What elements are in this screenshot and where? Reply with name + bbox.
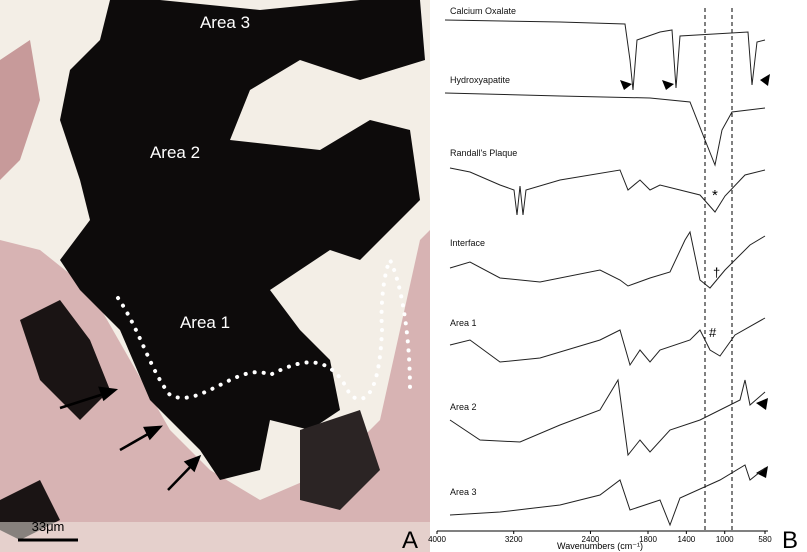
area-label: Area 3 xyxy=(200,13,250,32)
spectrum-name: Area 1 xyxy=(450,318,477,328)
x-tick-label: 1400 xyxy=(677,535,695,544)
symbol: # xyxy=(709,325,717,340)
spectra: Wavenumbers (cm⁻¹) B * † # Calcium Oxala… xyxy=(428,6,798,552)
symbol: * xyxy=(712,187,718,204)
area-label: Area 2 xyxy=(150,143,200,162)
spectrum-name: Area 3 xyxy=(450,487,477,497)
page: 33μm Area 3 Area 2 Area 1 A Wavenumbers … xyxy=(0,0,807,552)
x-tick-label: 580 xyxy=(758,535,772,544)
spectrum-name: Area 2 xyxy=(450,402,477,412)
spectrum-line xyxy=(450,318,765,365)
scale-bar-label: 33μm xyxy=(32,519,65,534)
area-label: Area 1 xyxy=(180,313,230,332)
spectrum-name: Calcium Oxalate xyxy=(450,6,516,16)
panel-letter: A xyxy=(402,527,418,552)
spectrum-name: Randall's Plaque xyxy=(450,148,517,158)
spectrum-line xyxy=(450,380,765,455)
figure: 33μm Area 3 Area 2 Area 1 A Wavenumbers … xyxy=(0,0,807,552)
x-tick-label: 4000 xyxy=(428,535,446,544)
x-tick-label: 1800 xyxy=(639,535,657,544)
x-tick-label: 1000 xyxy=(716,535,734,544)
spectrum-line xyxy=(450,465,765,525)
micrograph: 33μm Area 3 Area 2 Area 1 A xyxy=(0,0,430,552)
spectrum-name: Interface xyxy=(450,238,485,248)
panel-letter: B xyxy=(782,527,798,552)
x-tick-label: 2400 xyxy=(582,535,600,544)
x-axis-label: Wavenumbers (cm⁻¹) xyxy=(557,541,643,551)
spectrum-name: Hydroxyapatite xyxy=(450,75,510,85)
x-tick-label: 3200 xyxy=(505,535,523,544)
